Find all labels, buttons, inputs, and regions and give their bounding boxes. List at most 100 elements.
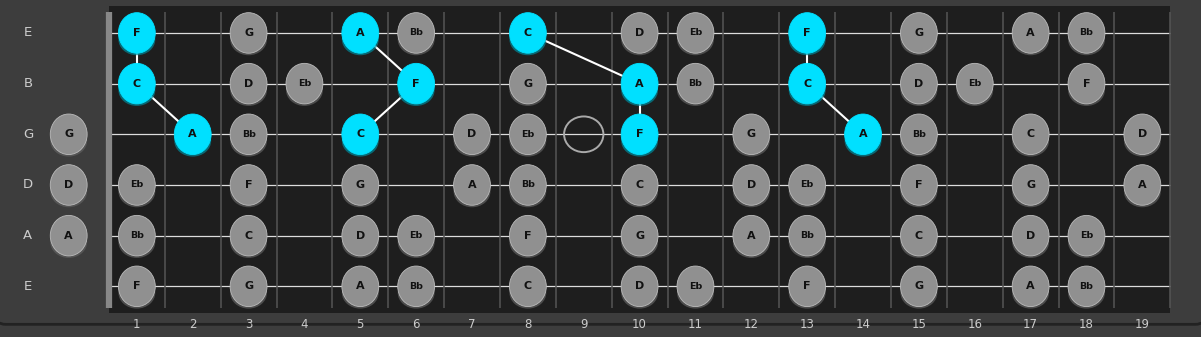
Text: A: A <box>467 180 477 190</box>
Text: G: G <box>64 129 73 139</box>
Ellipse shape <box>398 266 435 307</box>
Ellipse shape <box>50 176 88 207</box>
Ellipse shape <box>119 74 155 106</box>
Text: F: F <box>803 281 811 291</box>
Text: A: A <box>1027 28 1035 38</box>
Text: G: G <box>635 231 644 241</box>
Text: F: F <box>133 281 141 291</box>
Text: E: E <box>24 280 32 293</box>
Ellipse shape <box>1012 114 1048 155</box>
Text: Eb: Eb <box>801 181 814 189</box>
Text: 12: 12 <box>743 318 759 331</box>
Text: F: F <box>1083 79 1091 89</box>
Ellipse shape <box>454 114 490 155</box>
Text: G: G <box>524 79 532 89</box>
Ellipse shape <box>844 125 882 157</box>
FancyBboxPatch shape <box>109 6 1170 313</box>
Ellipse shape <box>789 215 825 256</box>
Ellipse shape <box>286 74 323 106</box>
Ellipse shape <box>677 13 713 53</box>
Ellipse shape <box>50 165 88 205</box>
Ellipse shape <box>1012 13 1048 53</box>
Text: 1: 1 <box>133 318 141 331</box>
Text: F: F <box>524 231 532 241</box>
Text: C: C <box>1027 129 1035 139</box>
Ellipse shape <box>50 226 88 258</box>
Ellipse shape <box>342 215 378 256</box>
Ellipse shape <box>342 114 378 155</box>
Ellipse shape <box>119 63 155 104</box>
Text: G: G <box>355 180 365 190</box>
Ellipse shape <box>231 74 267 106</box>
Text: D: D <box>355 231 365 241</box>
Ellipse shape <box>789 13 825 53</box>
FancyBboxPatch shape <box>0 0 1201 324</box>
Ellipse shape <box>733 176 770 207</box>
Text: Bb: Bb <box>521 181 534 189</box>
Ellipse shape <box>342 277 378 309</box>
Ellipse shape <box>398 63 435 104</box>
Ellipse shape <box>621 114 658 155</box>
Ellipse shape <box>174 114 211 155</box>
Ellipse shape <box>733 215 770 256</box>
Ellipse shape <box>621 74 658 106</box>
Ellipse shape <box>231 63 267 104</box>
Ellipse shape <box>231 24 267 55</box>
Text: Eb: Eb <box>1080 231 1093 240</box>
Text: C: C <box>635 180 644 190</box>
Text: 15: 15 <box>912 318 926 331</box>
Ellipse shape <box>621 24 658 55</box>
Text: Eb: Eb <box>130 181 143 189</box>
Ellipse shape <box>398 277 435 309</box>
Text: G: G <box>914 281 924 291</box>
Ellipse shape <box>733 165 770 205</box>
Text: D: D <box>1137 129 1147 139</box>
Ellipse shape <box>398 24 435 55</box>
Ellipse shape <box>1124 114 1161 155</box>
Text: A: A <box>747 231 755 241</box>
Ellipse shape <box>50 114 88 155</box>
Ellipse shape <box>398 226 435 258</box>
Text: D: D <box>244 79 253 89</box>
Text: A: A <box>635 79 644 89</box>
Ellipse shape <box>509 266 546 307</box>
Text: Bb: Bb <box>912 130 926 139</box>
Ellipse shape <box>509 215 546 256</box>
Ellipse shape <box>1012 215 1048 256</box>
Text: E: E <box>24 26 32 39</box>
Text: D: D <box>1026 231 1035 241</box>
Text: Bb: Bb <box>130 231 144 240</box>
Ellipse shape <box>901 13 937 53</box>
Ellipse shape <box>901 125 937 157</box>
Ellipse shape <box>1068 74 1105 106</box>
Ellipse shape <box>342 266 378 307</box>
Ellipse shape <box>733 114 770 155</box>
Ellipse shape <box>398 13 435 53</box>
Ellipse shape <box>509 63 546 104</box>
Ellipse shape <box>1068 226 1105 258</box>
Ellipse shape <box>1068 63 1105 104</box>
Ellipse shape <box>1012 125 1048 157</box>
Ellipse shape <box>398 74 435 106</box>
Ellipse shape <box>1012 226 1048 258</box>
Text: F: F <box>803 28 811 38</box>
Ellipse shape <box>509 165 546 205</box>
Ellipse shape <box>509 24 546 55</box>
Ellipse shape <box>901 114 937 155</box>
Ellipse shape <box>231 277 267 309</box>
Ellipse shape <box>231 215 267 256</box>
Text: C: C <box>803 79 811 89</box>
Ellipse shape <box>454 165 490 205</box>
Ellipse shape <box>1012 277 1048 309</box>
Ellipse shape <box>789 176 825 207</box>
Text: B: B <box>23 77 32 90</box>
Text: Eb: Eb <box>410 231 423 240</box>
Ellipse shape <box>901 215 937 256</box>
Ellipse shape <box>50 125 88 157</box>
Ellipse shape <box>1068 277 1105 309</box>
Text: Bb: Bb <box>410 28 423 37</box>
Ellipse shape <box>509 226 546 258</box>
Text: A: A <box>1027 281 1035 291</box>
Ellipse shape <box>509 13 546 53</box>
Text: 10: 10 <box>632 318 647 331</box>
